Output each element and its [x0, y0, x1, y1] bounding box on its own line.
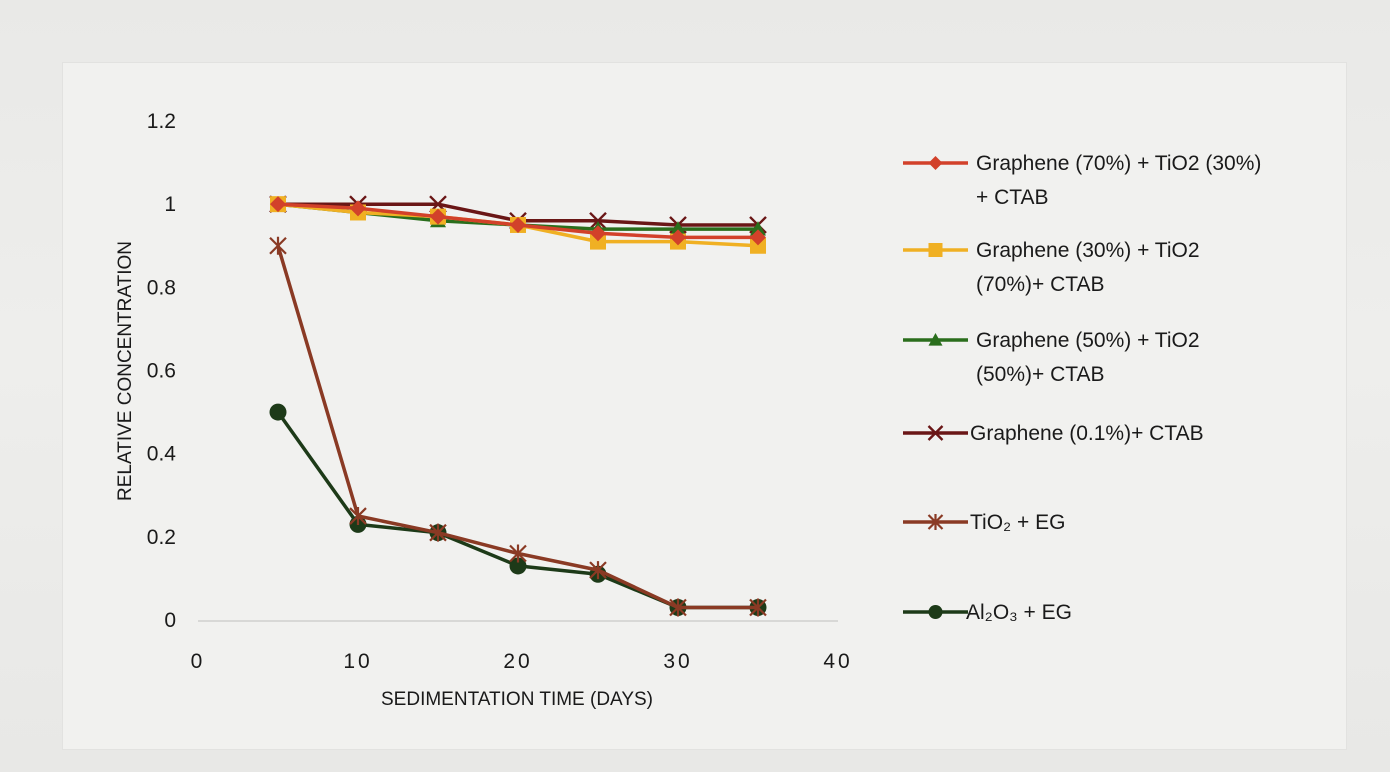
data-point: [590, 233, 606, 250]
y-axis-title: RELATIVE CONCENTRATION: [115, 241, 136, 501]
data-point: [509, 544, 527, 563]
legend-item: Graphene (70%) + TiO2 (30%) + CTAB: [903, 152, 1261, 209]
legend-label: (50%)+ CTAB: [976, 363, 1105, 386]
data-point: [928, 333, 943, 346]
data-point: [349, 507, 367, 526]
data-point: [927, 514, 944, 530]
x-tick-label: 30: [663, 650, 692, 673]
legend: Graphene (70%) + TiO2 (30%)+ CTABGraphen…: [903, 152, 1261, 624]
x-tick-label: 0: [191, 650, 206, 673]
data-point: [269, 236, 287, 255]
plot-area: [269, 195, 767, 617]
data-point: [928, 243, 943, 257]
data-point: [750, 229, 766, 246]
legend-item: Graphene (0.1%)+ CTAB: [903, 422, 1204, 445]
data-point: [928, 605, 943, 619]
y-tick-label: 0.6: [147, 360, 176, 383]
y-tick-label: 0.8: [147, 276, 176, 299]
data-point: [749, 598, 767, 617]
data-point: [750, 221, 766, 236]
data-point: [510, 216, 526, 233]
data-point: [590, 225, 606, 242]
data-point: [928, 156, 943, 170]
legend-label: Graphene (50%) + TiO2: [976, 329, 1200, 352]
x-tick-label: 10: [343, 650, 372, 673]
data-point: [750, 237, 766, 254]
series-6: [269, 403, 767, 617]
data-point: [429, 523, 447, 542]
legend-label: (70%)+ CTAB: [976, 273, 1105, 296]
data-point: [927, 425, 944, 441]
legend-item: TiO₂ + EG: [903, 511, 1065, 534]
legend-item: Graphene (50%) + TiO2 (50%)+ CTAB: [903, 329, 1200, 386]
data-point: [589, 211, 607, 230]
series-line: [276, 411, 758, 610]
y-tick-label: 1.2: [147, 110, 176, 133]
y-tick-label: 0: [164, 609, 176, 632]
series-1: [270, 196, 766, 246]
data-point: [670, 221, 686, 236]
legend-label: Graphene (70%) + TiO2 (30%): [976, 152, 1261, 175]
x-tick-label: 20: [503, 650, 532, 673]
data-point: [509, 557, 527, 575]
data-point: [430, 208, 446, 225]
legend-label: Graphene (0.1%)+ CTAB: [970, 422, 1204, 445]
x-axis-title: SEDIMENTATION TIME (DAYS): [381, 689, 653, 710]
y-tick-label: 1: [164, 193, 176, 216]
data-point: [670, 229, 686, 246]
legend-item: Graphene (30%) + TiO2 (70%)+ CTAB: [903, 239, 1200, 296]
y-tick-label: 0.4: [147, 443, 177, 466]
x-tick-label: 40: [823, 650, 852, 673]
data-point: [350, 200, 366, 217]
data-point: [269, 403, 287, 421]
legend-label: + CTAB: [976, 186, 1049, 209]
y-tick-label: 0.2: [147, 526, 176, 549]
data-point: [669, 598, 687, 617]
data-point: [270, 196, 286, 213]
legend-item: Al₂O₃ + EG: [903, 601, 1072, 624]
series-5: [269, 236, 767, 617]
data-point: [589, 561, 607, 580]
legend-label: Graphene (30%) + TiO2: [976, 239, 1200, 262]
legend-label: Al₂O₃ + EG: [966, 601, 1072, 624]
axes: 0 0.2 0.4 0.6 0.8 1 1.2 0 10 20 30 40: [147, 110, 852, 673]
legend-label: TiO₂ + EG: [970, 511, 1065, 534]
